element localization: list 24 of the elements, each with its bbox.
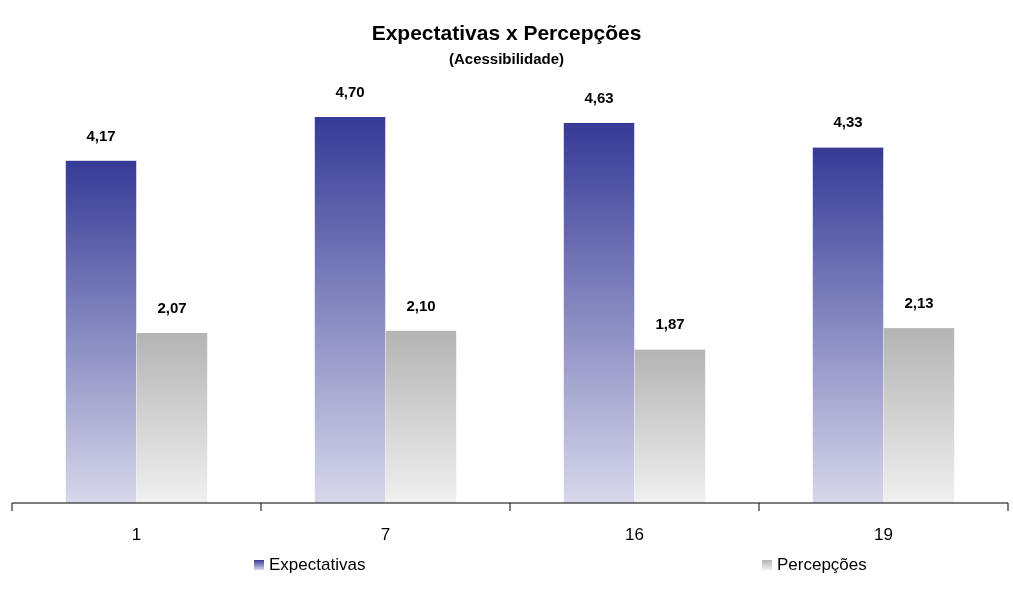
x-tick-label: 7 [380, 525, 391, 544]
bar [385, 330, 457, 503]
data-label: 4,17 [86, 126, 116, 144]
x-tick-label: 1 [131, 525, 142, 544]
data-label: 4,33 [833, 113, 863, 131]
chart-subtitle: (Acessibilidade) [448, 50, 565, 67]
x-tick-label: 19 [874, 525, 893, 544]
legend-label: Percepções [777, 555, 867, 574]
bar [634, 349, 706, 503]
bar [812, 147, 884, 503]
bar [563, 122, 635, 503]
data-label: 1,87 [655, 315, 685, 333]
bar [314, 117, 386, 503]
data-label: 2,10 [406, 296, 436, 314]
data-label: 4,70 [335, 83, 365, 100]
bar [136, 333, 208, 503]
x-tick-label: 16 [625, 525, 644, 544]
legend-label: Expectativas [269, 555, 366, 574]
chart-title: Expectativas x Percepções [371, 21, 642, 44]
bar [65, 160, 137, 503]
bar [883, 328, 955, 503]
data-label: 2,13 [904, 294, 934, 312]
data-label: 4,63 [584, 88, 614, 106]
data-label: 2,07 [157, 299, 187, 316]
